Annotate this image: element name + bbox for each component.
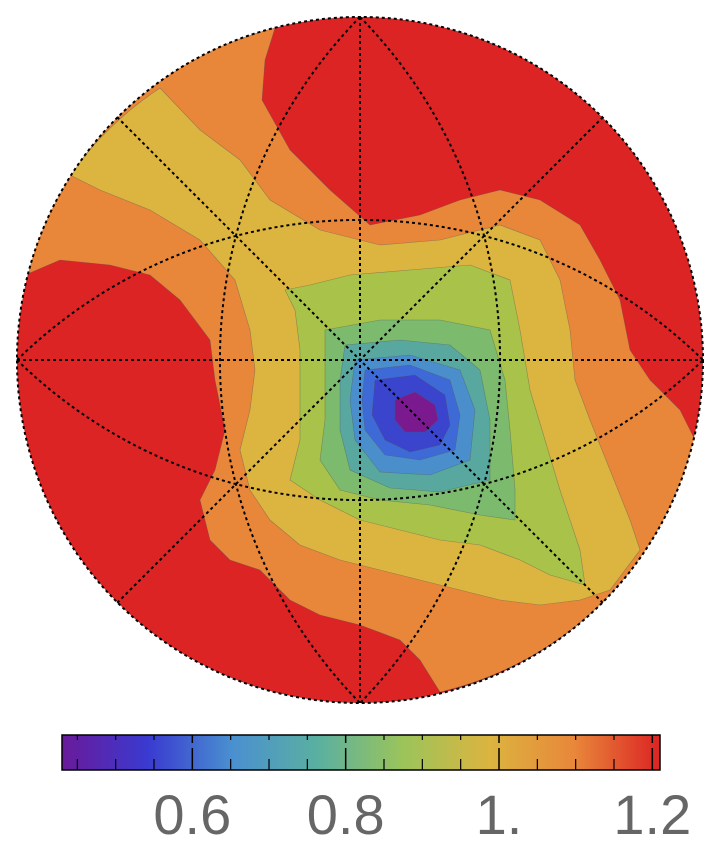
grid-arc	[218, 16, 361, 704]
projection-grid	[16, 16, 704, 704]
grid-arc	[16, 359, 704, 502]
tick-label: 1.	[476, 783, 523, 846]
tick-label: 1.2	[613, 783, 691, 846]
grid-arc	[16, 218, 704, 361]
colorbar-ticks: 0.6 0.8 1. 1.2	[76, 735, 691, 846]
colorbar	[61, 734, 661, 771]
contour-band	[394, 391, 439, 433]
grid-arc	[359, 16, 502, 704]
tick-label: 0.8	[307, 783, 385, 846]
tick-label: 0.6	[153, 783, 231, 846]
grid-line	[116, 116, 604, 604]
